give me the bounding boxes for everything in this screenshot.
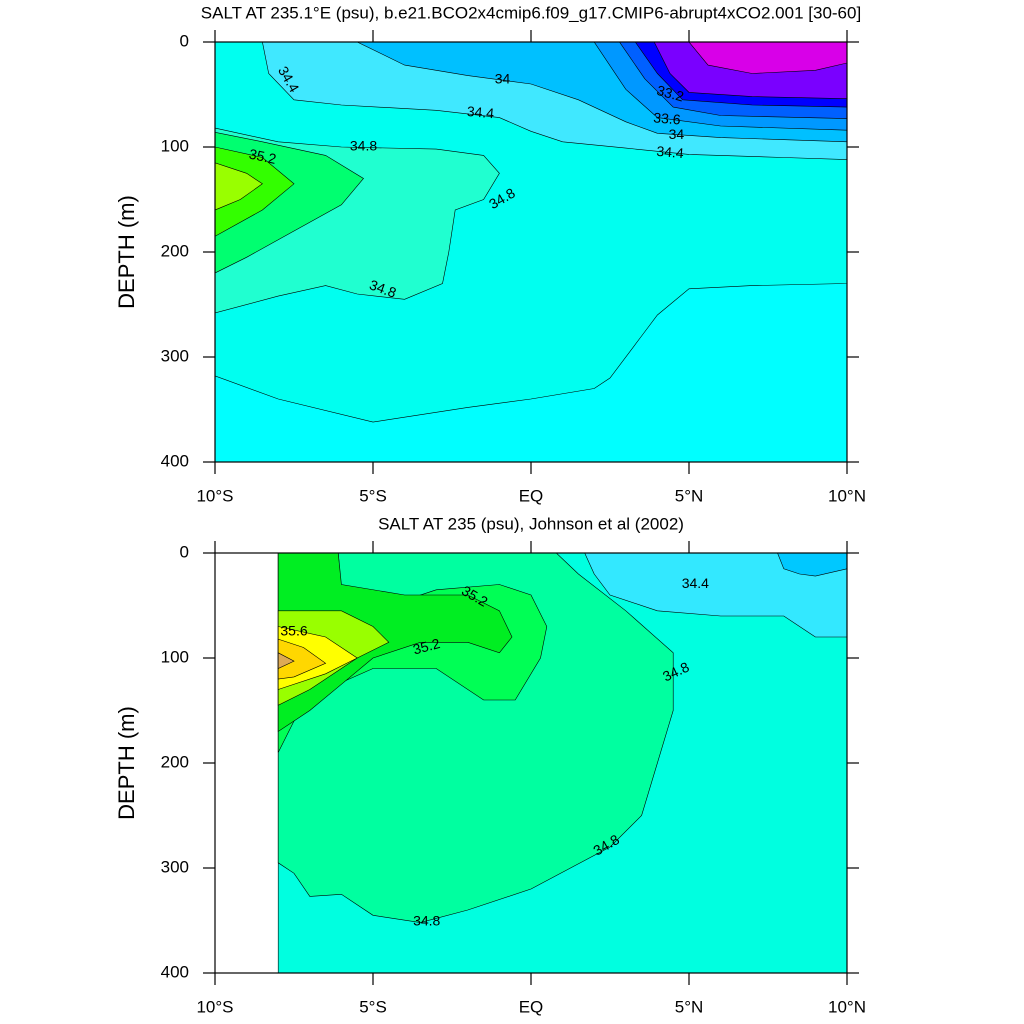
contour-label: 34: [669, 126, 685, 142]
contour-label: 33.6: [653, 109, 682, 127]
contour-region: [277, 652, 295, 669]
x-tick-label: 10°S: [196, 997, 233, 1016]
contour-label: 33.2: [655, 82, 686, 105]
contour-label: 34.4: [466, 103, 495, 121]
contour-label: 35.2: [411, 635, 442, 658]
chart-title: SALT AT 235 (psu), Johnson et al (2002): [378, 514, 684, 533]
y-tick-label: 400: [161, 962, 189, 981]
contour-label: 35.2: [248, 146, 278, 167]
y-axis-label: DEPTH (m): [114, 195, 139, 309]
contour-label: 34: [495, 71, 511, 87]
x-tick-label: 10°N: [828, 997, 866, 1016]
contour-region: [215, 162, 263, 211]
contour-region: [584, 553, 847, 638]
y-axis-label: DEPTH (m): [114, 706, 139, 820]
x-tick-label: 5°S: [359, 997, 387, 1016]
contour-region: [277, 553, 513, 733]
contour-plot: [277, 553, 847, 973]
contour-label: 34.4: [656, 143, 685, 161]
contour-label: 34.8: [350, 138, 377, 154]
contour-label: 35.6: [280, 622, 307, 638]
contour-region: [777, 553, 847, 577]
x-tick-label: 10°N: [828, 486, 866, 505]
y-tick-label: 200: [161, 752, 189, 771]
contour-label: 34.8: [413, 912, 440, 928]
x-tick-label: EQ: [519, 997, 544, 1016]
x-tick-label: 5°N: [675, 997, 704, 1016]
y-tick-label: 0: [180, 542, 189, 561]
contour-label: 34.4: [682, 575, 709, 591]
y-tick-label: 300: [161, 857, 189, 876]
y-tick-label: 400: [161, 451, 189, 470]
chart-title: SALT AT 235.1°E (psu), b.e21.BCO2x4cmip6…: [201, 3, 861, 22]
x-tick-label: 5°N: [675, 486, 704, 505]
y-tick-label: 300: [161, 346, 189, 365]
x-tick-label: 10°S: [196, 486, 233, 505]
y-tick-label: 100: [161, 647, 189, 666]
x-tick-label: 5°S: [359, 486, 387, 505]
contour-region: [277, 638, 327, 680]
y-tick-label: 200: [161, 241, 189, 260]
y-tick-label: 100: [161, 136, 189, 155]
contour-region: [688, 42, 847, 74]
y-tick-label: 0: [180, 31, 189, 50]
x-tick-label: EQ: [519, 486, 544, 505]
contour-plot: [215, 42, 847, 462]
